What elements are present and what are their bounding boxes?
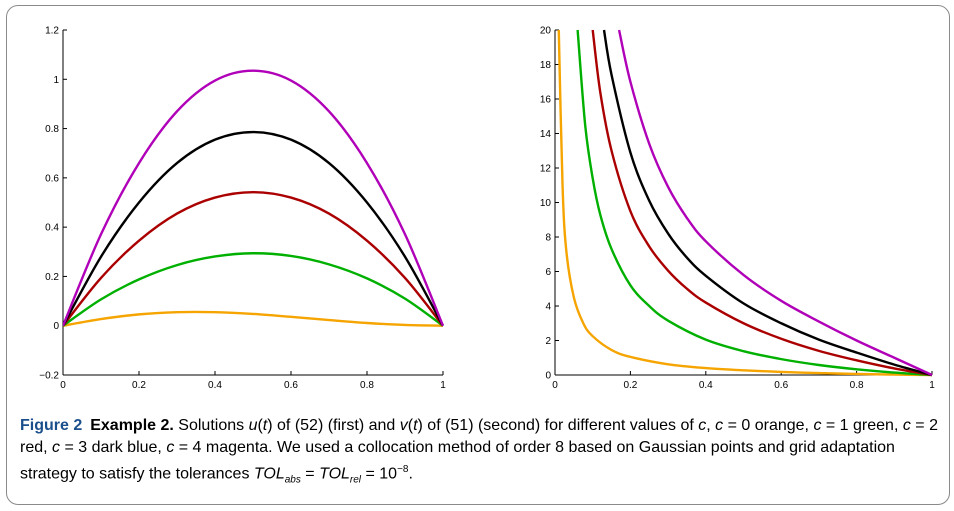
y-tick-label: 6 — [545, 267, 551, 278]
example-label: Example 2. — [90, 417, 174, 434]
caption-math: t — [413, 417, 418, 434]
caption-math: u — [248, 417, 258, 434]
series-line-1 — [63, 252, 444, 327]
y-tick-label: 0 — [53, 321, 59, 332]
caption-text: = 1 green, — [821, 417, 903, 434]
series-line-3 — [602, 29, 933, 377]
caption-text: ) of (51) (second) for different values … — [417, 417, 699, 434]
series-line-2 — [63, 190, 444, 327]
x-tick-label: 0.6 — [284, 380, 298, 391]
caption-math: c — [52, 439, 61, 456]
y-tick-label: 1 — [53, 75, 59, 86]
series-line-0 — [557, 29, 933, 377]
caption-math: t — [262, 417, 268, 434]
caption-math: v — [399, 417, 408, 434]
x-tick-label: 0.2 — [623, 380, 637, 391]
series-line-4 — [617, 29, 933, 377]
series-line-2 — [591, 29, 933, 377]
caption-text: = 3 dark blue, — [60, 439, 167, 456]
caption-text: Solutions — [173, 417, 249, 434]
x-tick-label: 0.8 — [360, 380, 374, 391]
y-tick-label: 8 — [545, 233, 551, 244]
caption-math: c — [166, 439, 175, 456]
series-line-3 — [63, 130, 445, 327]
caption-math: rel — [349, 474, 362, 486]
caption-text: ( — [257, 417, 263, 434]
caption-math: abs — [284, 474, 301, 486]
y-tick-label: 10 — [540, 198, 552, 209]
caption-math: c — [813, 417, 822, 434]
figure-label: Figure 2 — [20, 417, 83, 434]
y-tick-label: 0.4 — [45, 223, 59, 234]
caption-text: = 0 orange, — [723, 417, 814, 434]
x-tick-label: 1 — [440, 380, 446, 391]
caption-text: ) of (52) (first) and — [267, 417, 400, 434]
y-tick-label: 12 — [540, 164, 552, 175]
y-tick-label: 4 — [545, 302, 551, 313]
y-tick-label: 0.8 — [45, 124, 59, 135]
figure-frame — [6, 5, 950, 505]
caption-math: c — [902, 417, 911, 434]
x-tick-label: 0.2 — [132, 380, 146, 391]
caption-math: c — [698, 417, 707, 434]
caption-text: = 2 red, — [20, 417, 938, 456]
caption-math: TOL — [253, 465, 285, 483]
x-tick-label: 0 — [552, 380, 558, 391]
left-chart-u: 0 0.2 0.4 0.6 0.8 1−0.200.20.40.60.811.2 — [39, 26, 446, 392]
y-tick-label: 20 — [540, 26, 552, 37]
y-tick-label: 0.2 — [45, 272, 59, 283]
y-tick-label: 0.6 — [45, 173, 59, 184]
y-tick-label: 2 — [545, 336, 551, 347]
x-tick-label: 0 — [60, 380, 66, 391]
x-tick-label: 1 — [929, 380, 935, 391]
x-tick-label: 0.8 — [850, 380, 864, 391]
caption-math: c — [715, 417, 724, 434]
caption-text: , — [706, 417, 716, 434]
y-tick-label: 18 — [540, 60, 552, 71]
x-tick-label: 0.4 — [208, 380, 222, 391]
caption-exponent: −8 — [397, 464, 409, 475]
caption-text: = — [300, 465, 320, 483]
y-tick-label: −0.2 — [39, 371, 59, 382]
figure-caption: Figure 2 Example 2. Solutions u(t) of (52… — [20, 415, 940, 492]
x-tick-label: 0.4 — [699, 380, 713, 391]
caption-text: ( — [407, 417, 414, 434]
x-tick-label: 0.6 — [774, 380, 788, 391]
series-line-1 — [576, 29, 933, 377]
caption-math: TOL — [319, 465, 350, 483]
y-tick-label: 14 — [540, 129, 552, 140]
y-tick-label: 0 — [545, 371, 551, 382]
y-tick-label: 1.2 — [45, 26, 59, 37]
series-line-4 — [63, 69, 445, 327]
caption-text: . — [408, 465, 413, 483]
caption-text: = 4 magenta. We used a collocation metho… — [20, 439, 895, 483]
y-tick-label: 16 — [540, 95, 552, 106]
caption-text: = 10 — [361, 465, 398, 483]
series-line-0 — [63, 310, 444, 327]
